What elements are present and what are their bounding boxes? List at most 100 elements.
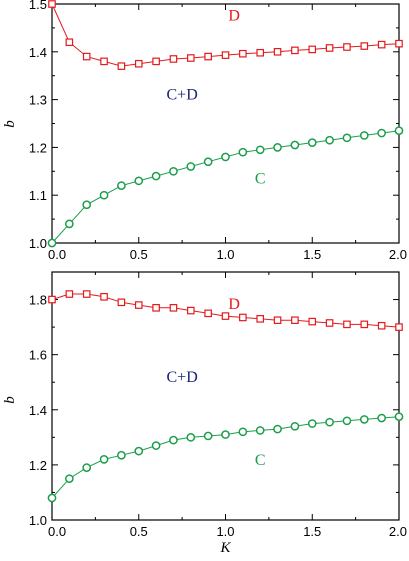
x-tick-label: 1.0	[216, 247, 234, 262]
region-label-d: D	[228, 8, 240, 25]
data-point-square	[273, 316, 282, 325]
y-tick-label: 1.3	[29, 93, 47, 108]
data-point-square	[273, 47, 282, 56]
data-point-square	[377, 40, 386, 49]
series-c	[47, 126, 404, 248]
data-point-square	[82, 52, 91, 61]
data-point-square	[256, 48, 265, 57]
x-axis-title: K	[219, 540, 231, 556]
y-axis-title: b	[2, 120, 18, 128]
region-label-c: C	[255, 170, 266, 187]
data-point-circle	[65, 219, 74, 229]
data-point-circle	[342, 133, 352, 143]
data-point-circle	[290, 140, 300, 150]
data-point-circle	[186, 432, 196, 442]
data-point-square	[65, 38, 74, 47]
data-point-square	[169, 55, 178, 63]
data-point-circle	[203, 157, 213, 167]
data-point-square	[377, 321, 386, 330]
data-point-square	[134, 301, 143, 309]
x-tick-label: 1.5	[303, 247, 321, 262]
data-point-circle	[325, 135, 334, 145]
y-tick-label: 1.8	[29, 293, 47, 308]
data-point-square	[117, 62, 126, 70]
data-point-circle	[255, 145, 265, 155]
data-point-circle	[290, 421, 300, 431]
x-tick-label: 1.5	[303, 524, 321, 539]
y-tick-label: 1.0	[29, 236, 47, 251]
data-point-circle	[377, 128, 386, 138]
plot-frame	[51, 3, 400, 244]
data-point-square	[221, 51, 230, 59]
data-point-square	[360, 42, 369, 50]
y-tick-label: 1.2	[29, 458, 47, 473]
region-label-d: D	[228, 296, 240, 313]
data-point-square	[308, 45, 317, 54]
data-point-square	[100, 293, 108, 301]
data-point-square	[204, 52, 212, 61]
data-point-circle	[99, 190, 109, 200]
data-point-circle	[238, 147, 248, 157]
region-label-c-plus-d: C+D	[167, 369, 198, 386]
y-tick-label: 1.2	[29, 140, 47, 155]
x-tick-label: 2.0	[389, 247, 407, 262]
y-tick-label: 1.5	[29, 0, 47, 12]
y-tick-label: 1.1	[29, 188, 47, 203]
data-point-square	[395, 323, 403, 331]
data-point-square	[169, 304, 178, 312]
data-point-circle	[394, 412, 404, 422]
data-point-circle	[117, 450, 126, 460]
data-point-square	[291, 46, 299, 55]
y-tick-label: 1.0	[29, 513, 47, 528]
y-axis-title: b	[2, 396, 18, 404]
data-point-square	[325, 44, 334, 52]
data-point-square	[395, 39, 403, 48]
x-tick-label: 0.5	[130, 247, 148, 262]
series-d	[48, 0, 403, 70]
data-point-circle	[359, 131, 369, 140]
data-point-circle	[203, 431, 213, 441]
series-d	[48, 290, 403, 331]
x-tick-label: 0.0	[48, 524, 66, 539]
data-point-circle	[273, 424, 282, 434]
data-point-circle	[47, 493, 57, 503]
panel-bottom: 0.0 0.5 1.0 1.5 2.0 1.0 1.2 1.4 1.6 1.8 b K D C+D C	[2, 271, 407, 556]
y-tick-label: 1.6	[29, 348, 47, 363]
data-point-square	[239, 313, 247, 322]
data-point-circle	[65, 474, 74, 484]
y-tick-label: 1.4	[29, 45, 47, 60]
y-tick-label: 1.4	[29, 403, 47, 418]
data-point-circle	[99, 455, 109, 464]
plot-frame	[51, 271, 400, 521]
data-point-circle	[151, 171, 161, 181]
region-label-c: C	[255, 452, 266, 469]
panel-top: 0.0 0.5 1.0 1.5 2.0 1.0 1.1 1.2 1.3 1.4 1.5 b D C+D C	[2, 0, 407, 262]
data-point-circle	[134, 446, 144, 456]
data-point-circle	[255, 426, 265, 435]
data-point-circle	[117, 181, 126, 190]
series-line	[51, 130, 400, 244]
data-point-circle	[273, 143, 282, 152]
data-point-square	[291, 316, 299, 325]
data-point-square	[256, 315, 265, 323]
x-tick-label: 1.0	[216, 524, 234, 539]
data-point-circle	[151, 441, 161, 450]
data-point-circle	[221, 152, 230, 162]
data-point-square	[100, 57, 108, 66]
data-point-square	[134, 59, 143, 68]
data-point-square	[48, 295, 56, 304]
data-point-circle	[325, 417, 334, 427]
data-point-square	[360, 320, 369, 329]
data-point-circle	[169, 435, 178, 445]
data-point-square	[65, 290, 74, 298]
data-point-circle	[377, 413, 386, 423]
data-point-square	[152, 57, 160, 66]
data-point-circle	[359, 415, 369, 424]
data-point-square	[204, 309, 212, 318]
data-point-square	[187, 54, 195, 62]
x-tick-label: 0.0	[48, 247, 66, 262]
data-point-circle	[394, 126, 404, 136]
x-tick-label: 0.5	[130, 524, 148, 539]
data-point-square	[343, 320, 351, 329]
